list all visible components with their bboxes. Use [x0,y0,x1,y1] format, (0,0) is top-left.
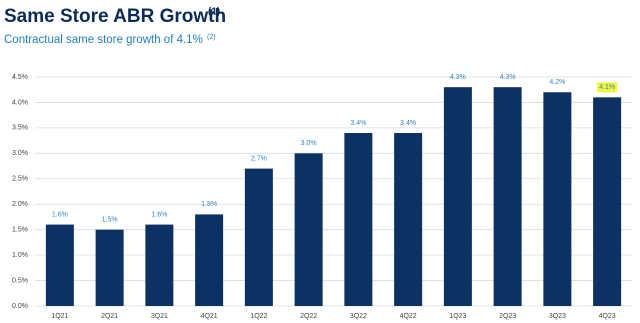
bar [195,214,224,306]
value-label: 4.3% [450,74,466,81]
y-tick-label: 0.5% [12,277,28,284]
chart-title: Same Store ABR Growth [4,6,226,27]
bar [95,229,124,306]
y-tick-label: 3.5% [12,125,28,132]
value-label: 4.3% [500,74,516,81]
y-tick-label: 4.0% [12,99,28,106]
value-label: 4.2% [549,79,565,86]
bar [145,224,174,306]
value-label: 1.5% [102,217,118,224]
bar [443,87,472,306]
bar [244,168,273,306]
value-label: 3.4% [350,120,366,127]
bar [294,153,323,306]
bar [593,97,622,306]
value-label: 3.0% [301,140,317,147]
value-label: 4.1% [599,84,615,91]
value-label: 1.6% [151,211,167,218]
x-tick-label: 4Q23 [599,313,616,320]
bar [394,132,423,306]
x-tick-label: 3Q22 [350,313,367,320]
x-tick-label: 1Q23 [449,313,466,320]
y-tick-label: 2.5% [12,176,28,183]
x-tick-label: 2Q21 [101,313,118,320]
subtitle-note: (2) [207,34,216,41]
label-highlight [597,82,618,93]
bar [45,224,74,306]
x-tick-label: 2Q23 [499,313,516,320]
value-label: 2.7% [251,155,267,162]
x-tick-label: 4Q21 [201,313,218,320]
value-label: 3.4% [400,120,416,127]
y-tick-label: 1.0% [12,252,28,259]
y-tick-label: 4.5% [12,74,28,81]
y-tick-label: 3.0% [12,150,28,157]
x-tick-label: 1Q22 [250,313,267,320]
y-tick-label: 2.0% [12,201,28,208]
bar [493,87,522,306]
title-note: (1) [208,7,220,18]
bar [543,92,572,307]
y-tick-label: 0.0% [12,303,28,310]
x-tick-label: 1Q21 [51,313,68,320]
value-label: 1.8% [201,201,217,208]
x-tick-label: 3Q23 [549,313,566,320]
value-label: 1.6% [52,211,68,218]
x-tick-label: 2Q22 [300,313,317,320]
chart-subtitle: Contractual same store growth of 4.1% [4,34,203,46]
y-tick-label: 1.5% [12,227,28,234]
x-tick-label: 3Q21 [151,313,168,320]
x-tick-label: 4Q22 [400,313,417,320]
bar [344,132,373,306]
